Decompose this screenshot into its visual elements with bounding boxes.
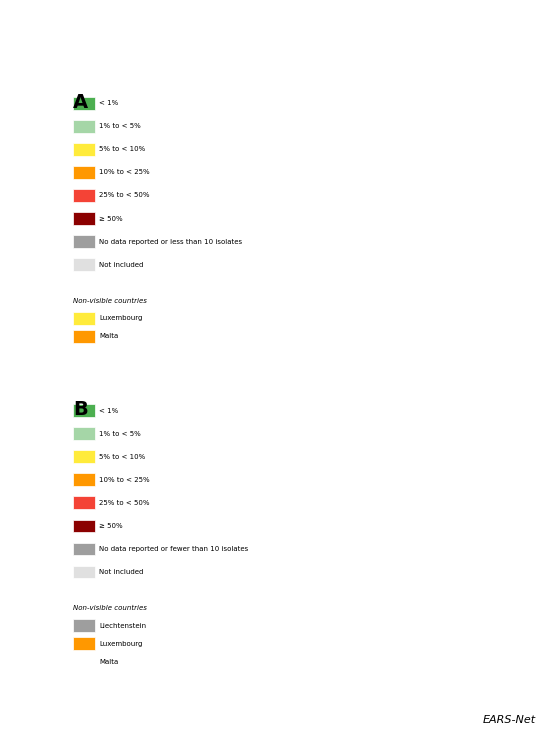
Bar [73,189,95,202]
Bar [73,143,95,156]
Bar [73,120,95,132]
Text: 10% to < 25%: 10% to < 25% [99,477,150,483]
Text: 5% to < 10%: 5% to < 10% [99,146,145,152]
Text: 10% to < 25%: 10% to < 25% [99,169,150,176]
Bar [73,258,95,271]
Text: ≥ 50%: ≥ 50% [99,523,123,529]
Text: 25% to < 50%: 25% to < 50% [99,193,150,198]
Text: Not included: Not included [99,261,144,268]
Bar [73,542,95,556]
Text: Malta: Malta [99,333,118,340]
Text: Luxembourg: Luxembourg [99,640,142,647]
Bar [73,638,95,650]
Bar [73,427,95,440]
Text: Malta: Malta [99,659,118,665]
Bar [73,166,95,179]
Bar [73,655,95,668]
Text: < 1%: < 1% [99,100,118,106]
Bar [73,330,95,343]
Text: A: A [73,93,88,112]
Bar [73,474,95,486]
Text: 5% to < 10%: 5% to < 10% [99,454,145,460]
Text: Non-visible countries: Non-visible countries [73,298,147,304]
Text: No data reported or less than 10 isolates: No data reported or less than 10 isolate… [99,239,242,244]
Text: No data reported or fewer than 10 isolates: No data reported or fewer than 10 isolat… [99,546,248,552]
Text: Not included: Not included [99,569,144,575]
Bar [73,97,95,110]
Bar [73,212,95,225]
Bar [73,566,95,578]
Bar [73,619,95,632]
Text: Non-visible countries: Non-visible countries [73,605,147,611]
Text: Luxembourg: Luxembourg [99,315,142,321]
Bar [73,520,95,532]
Text: Liechtenstein: Liechtenstein [99,623,146,629]
Bar [73,312,95,325]
Bar [73,496,95,509]
Text: EARS-Net: EARS-Net [482,714,535,725]
Text: 25% to < 50%: 25% to < 50% [99,500,150,506]
Bar [73,235,95,248]
Text: 1% to < 5%: 1% to < 5% [99,123,141,130]
Text: < 1%: < 1% [99,408,118,414]
Bar [73,450,95,463]
Text: ≥ 50%: ≥ 50% [99,215,123,222]
Text: B: B [73,400,88,419]
Bar [73,404,95,417]
Text: 1% to < 5%: 1% to < 5% [99,430,141,437]
